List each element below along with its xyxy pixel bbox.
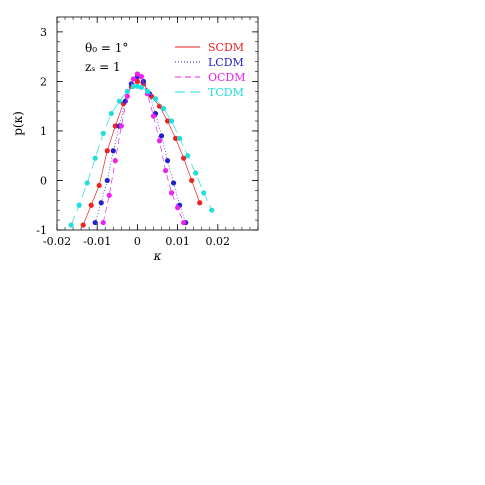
legend-label: LCDM xyxy=(208,56,244,69)
data-point-tcdm xyxy=(160,106,167,112)
data-point-ocdm xyxy=(162,167,169,174)
data-point-lcdm xyxy=(110,148,116,154)
data-point-tcdm xyxy=(201,190,207,196)
axis-ticks: -0.02 -0.01 0 0.01 0.02 -1 0 1 2 3 xyxy=(36,17,259,248)
data-point-scdm xyxy=(172,135,179,141)
series-tcdm xyxy=(68,83,215,228)
data-point-tcdm xyxy=(152,96,159,102)
data-point-ocdm xyxy=(100,219,106,226)
x-tick-label: -0.01 xyxy=(83,235,111,248)
x-tick-label: 0.02 xyxy=(206,235,231,248)
data-point-tcdm xyxy=(124,88,130,94)
x-tick-label: -0.02 xyxy=(43,235,71,248)
data-point-ocdm xyxy=(106,192,112,198)
data-point-tcdm xyxy=(130,83,136,89)
data-point-tcdm xyxy=(144,88,151,94)
data-point-ocdm xyxy=(130,76,136,82)
data-point-tcdm xyxy=(84,180,90,186)
x-tick-label: 0 xyxy=(134,235,141,248)
data-point-tcdm xyxy=(116,98,122,104)
data-point-ocdm xyxy=(168,190,175,196)
x-axis-label: κ xyxy=(153,249,162,263)
data-point-lcdm xyxy=(164,158,171,164)
data-point-ocdm xyxy=(124,93,130,99)
data-point-ocdm xyxy=(112,158,118,164)
y-tick-label: 0 xyxy=(40,174,47,187)
y-axis-label: p(κ) xyxy=(11,111,25,136)
data-point-ocdm xyxy=(181,219,187,226)
data-point-ocdm xyxy=(150,113,157,119)
data-point-scdm xyxy=(80,222,86,228)
series-line-ocdm xyxy=(102,73,184,223)
annotation: zₛ = 1 xyxy=(85,60,121,74)
data-point-scdm xyxy=(164,118,171,124)
legend-label: SCDM xyxy=(208,41,244,54)
y-tick-label: 1 xyxy=(40,125,47,138)
data-point-scdm xyxy=(134,78,140,84)
data-point-tcdm xyxy=(209,207,215,213)
series-line-lcdm xyxy=(94,75,186,223)
data-point-ocdm xyxy=(134,71,140,77)
series-line-scdm xyxy=(82,80,201,226)
data-point-scdm xyxy=(197,200,203,206)
annotation: θ₀ = 1° xyxy=(85,41,128,55)
data-point-tcdm xyxy=(76,202,82,208)
data-point-ocdm xyxy=(118,123,124,129)
data-point-tcdm xyxy=(177,135,183,141)
y-tick-label: 3 xyxy=(40,26,47,39)
data-point-scdm xyxy=(96,182,102,189)
data-point-lcdm xyxy=(170,180,177,186)
data-point-tcdm xyxy=(185,153,191,159)
data-point-tcdm xyxy=(138,84,145,90)
y-tick-label: -1 xyxy=(36,224,47,237)
series-scdm xyxy=(80,78,203,228)
data-point-scdm xyxy=(104,148,110,154)
data-point-scdm xyxy=(112,123,118,129)
data-point-ocdm xyxy=(138,73,145,80)
data-point-tcdm xyxy=(108,110,114,117)
data-point-scdm xyxy=(88,202,94,208)
legend: SCDM LCDM OCDM TCDM xyxy=(175,41,246,99)
data-point-lcdm xyxy=(122,98,128,104)
plot-frame xyxy=(56,16,259,231)
data-point-lcdm xyxy=(104,177,110,184)
data-point-lcdm xyxy=(92,219,98,226)
x-tick-label: 0.01 xyxy=(165,235,190,248)
plot-marks xyxy=(68,71,215,228)
data-point-tcdm xyxy=(68,222,74,228)
data-point-tcdm xyxy=(193,170,199,176)
data-point-lcdm xyxy=(98,200,104,206)
annotations: θ₀ = 1° zₛ = 1 xyxy=(85,41,128,74)
legend-label: TCDM xyxy=(208,86,244,99)
series-ocdm xyxy=(100,71,187,226)
data-point-ocdm xyxy=(175,205,181,211)
data-point-tcdm xyxy=(168,118,175,124)
data-point-scdm xyxy=(181,155,187,161)
legend-label: OCDM xyxy=(208,71,246,84)
data-point-tcdm xyxy=(134,83,140,89)
data-point-tcdm xyxy=(100,130,106,137)
data-point-scdm xyxy=(189,177,195,184)
y-tick-label: 2 xyxy=(40,75,47,88)
data-point-ocdm xyxy=(156,138,163,144)
data-point-tcdm xyxy=(92,155,98,161)
data-point-lcdm xyxy=(158,133,165,139)
